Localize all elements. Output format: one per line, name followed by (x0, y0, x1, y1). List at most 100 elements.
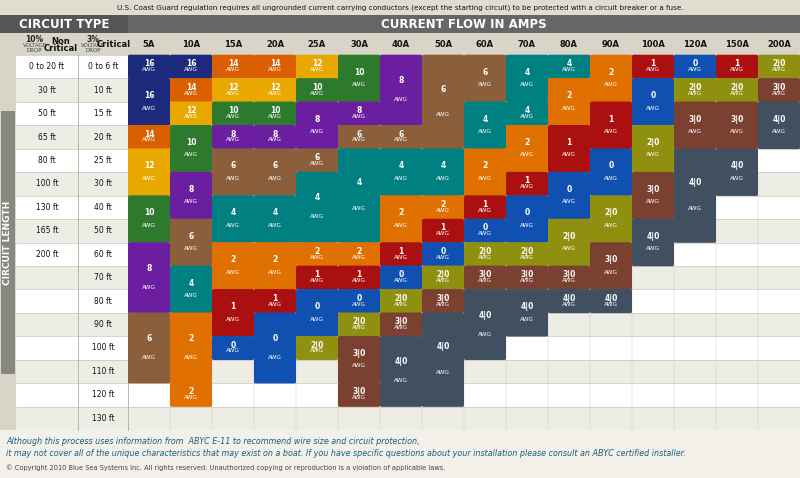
FancyBboxPatch shape (338, 102, 380, 126)
Text: 2: 2 (356, 247, 362, 256)
Text: 3|0: 3|0 (688, 115, 702, 124)
Text: 0: 0 (608, 162, 614, 171)
Text: AWG: AWG (226, 176, 240, 181)
Text: 110 ft: 110 ft (92, 367, 114, 376)
Text: 0: 0 (230, 340, 236, 349)
Text: AWG: AWG (268, 67, 282, 72)
Text: 2: 2 (188, 387, 194, 396)
FancyBboxPatch shape (506, 102, 548, 126)
Text: 1: 1 (608, 115, 614, 124)
FancyBboxPatch shape (170, 172, 212, 219)
FancyBboxPatch shape (506, 289, 548, 337)
Text: AWG: AWG (268, 91, 282, 96)
Text: 2: 2 (188, 334, 194, 343)
Text: 14: 14 (186, 83, 196, 92)
Bar (128, 15, 800, 33)
Text: 20A: 20A (266, 40, 284, 48)
Text: AWG: AWG (478, 129, 492, 134)
Text: AWG: AWG (394, 97, 408, 102)
FancyBboxPatch shape (296, 289, 338, 337)
Text: it may not cover all of the unique characteristics that may exist on a boat. If : it may not cover all of the unique chara… (6, 449, 686, 458)
Text: AWG: AWG (268, 138, 282, 142)
Text: 3|0: 3|0 (604, 255, 618, 264)
FancyBboxPatch shape (212, 54, 254, 79)
Text: 25 ft: 25 ft (94, 156, 112, 165)
Text: AWG: AWG (142, 176, 156, 181)
Text: AWG: AWG (394, 325, 408, 330)
Text: Non: Non (51, 37, 70, 46)
Text: U.S. Coast Guard regulation requires all ungrounded current carrying conductors : U.S. Coast Guard regulation requires all… (117, 4, 683, 11)
FancyBboxPatch shape (380, 289, 422, 313)
FancyBboxPatch shape (212, 289, 254, 337)
Text: AWG: AWG (436, 176, 450, 181)
Bar (16, 359, 800, 383)
Text: AWG: AWG (730, 67, 744, 72)
Text: 2: 2 (398, 208, 404, 217)
Text: AWG: AWG (436, 255, 450, 260)
Text: 1: 1 (440, 223, 446, 232)
Text: 0: 0 (440, 247, 446, 256)
Text: 40 ft: 40 ft (94, 203, 112, 212)
FancyBboxPatch shape (464, 242, 506, 266)
FancyBboxPatch shape (380, 313, 422, 337)
Text: 1: 1 (482, 200, 488, 209)
Text: 4: 4 (314, 193, 320, 202)
FancyBboxPatch shape (254, 78, 296, 102)
Text: 6: 6 (230, 162, 236, 171)
Text: 12: 12 (228, 83, 238, 92)
Text: 16: 16 (144, 91, 154, 100)
Text: AWG: AWG (604, 176, 618, 181)
Bar (0, 15, 800, 33)
Text: 4|0: 4|0 (730, 162, 744, 171)
FancyBboxPatch shape (464, 219, 506, 243)
FancyBboxPatch shape (548, 78, 590, 126)
Text: 70A: 70A (518, 40, 536, 48)
Text: 2|0: 2|0 (478, 247, 492, 256)
Text: 4: 4 (524, 106, 530, 115)
FancyBboxPatch shape (170, 219, 212, 266)
Text: 2|0: 2|0 (310, 340, 324, 349)
FancyBboxPatch shape (464, 102, 506, 149)
Text: AWG: AWG (394, 223, 408, 228)
FancyBboxPatch shape (422, 289, 464, 313)
FancyBboxPatch shape (548, 289, 590, 313)
Text: 0: 0 (398, 270, 404, 279)
Text: AWG: AWG (520, 185, 534, 189)
FancyBboxPatch shape (128, 313, 170, 383)
Text: AWG: AWG (268, 223, 282, 228)
FancyBboxPatch shape (170, 102, 212, 126)
FancyBboxPatch shape (758, 102, 800, 149)
FancyBboxPatch shape (128, 242, 170, 313)
Text: AWG: AWG (142, 67, 156, 72)
Text: 50 ft: 50 ft (94, 226, 112, 235)
Text: AWG: AWG (604, 223, 618, 228)
FancyBboxPatch shape (254, 289, 296, 313)
Text: AWG: AWG (394, 176, 408, 181)
Text: AWG: AWG (352, 255, 366, 260)
Text: AWG: AWG (604, 82, 618, 87)
FancyBboxPatch shape (506, 172, 548, 196)
FancyBboxPatch shape (296, 336, 338, 360)
FancyBboxPatch shape (338, 266, 380, 290)
Text: 14: 14 (270, 59, 280, 68)
Text: AWG: AWG (352, 206, 366, 211)
Text: 3%: 3% (86, 35, 99, 43)
Text: 2: 2 (482, 162, 488, 171)
Text: AWG: AWG (226, 316, 240, 322)
Text: 60 ft: 60 ft (94, 250, 112, 259)
Text: 6: 6 (272, 162, 278, 171)
Text: 3|0: 3|0 (772, 83, 786, 92)
FancyBboxPatch shape (212, 196, 254, 243)
FancyBboxPatch shape (128, 125, 170, 149)
Text: 70 ft: 70 ft (94, 273, 112, 282)
Bar (16, 336, 800, 359)
FancyBboxPatch shape (296, 54, 338, 79)
Text: 6: 6 (146, 334, 152, 343)
Bar (16, 407, 800, 430)
Text: 4|0: 4|0 (604, 293, 618, 303)
Text: AWG: AWG (352, 138, 366, 142)
Text: 0: 0 (272, 334, 278, 343)
Text: 4: 4 (230, 208, 236, 217)
Bar (16, 125, 800, 149)
Text: AWG: AWG (184, 293, 198, 298)
